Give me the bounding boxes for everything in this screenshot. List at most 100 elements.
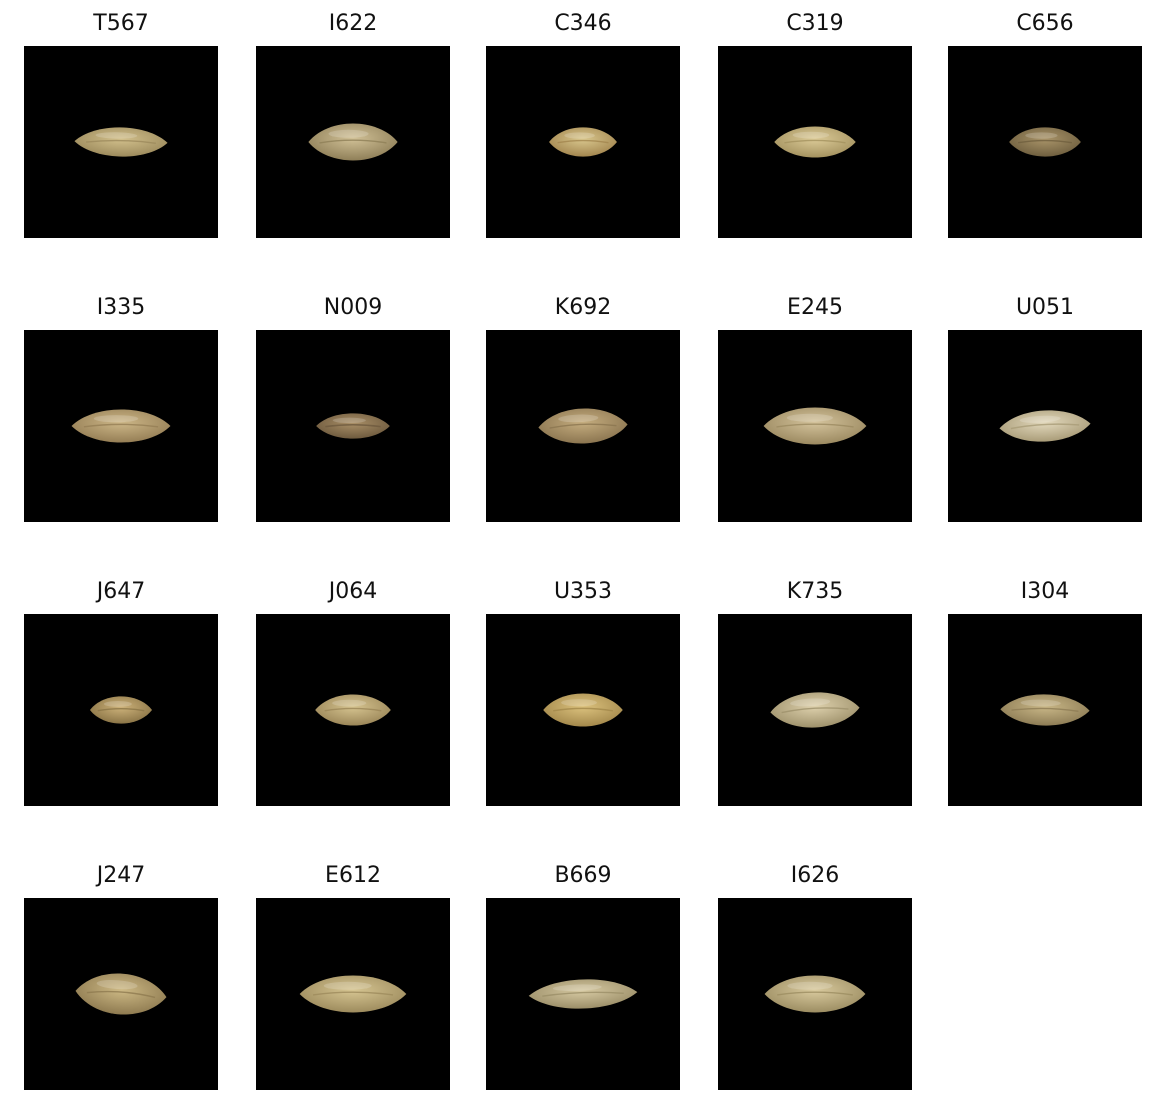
panel-title: K735 — [786, 579, 844, 604]
grain-image — [774, 126, 856, 158]
grain-crease — [1010, 423, 1080, 430]
grain-body — [74, 127, 168, 157]
grain-photo — [486, 330, 680, 522]
grain-photo — [24, 614, 218, 806]
grain-kernel — [75, 973, 167, 1015]
panel-title: E245 — [787, 295, 843, 320]
grain-highlight — [95, 132, 138, 139]
grain-kernel — [528, 979, 638, 1009]
panel-title: C656 — [1016, 11, 1074, 36]
grain-photo — [256, 614, 450, 806]
grain-body — [316, 413, 390, 439]
grain-photo — [256, 898, 450, 1090]
grain-kernel — [308, 123, 398, 161]
grain-highlight — [93, 415, 139, 423]
grain-body — [299, 975, 407, 1013]
grain-image — [316, 413, 390, 439]
grain-body — [71, 409, 171, 443]
grain-crease — [781, 707, 849, 714]
grain-kernel — [764, 975, 866, 1013]
panel-title: U353 — [553, 579, 613, 604]
grain-crease — [557, 139, 609, 144]
grain-image — [299, 975, 407, 1013]
panel-title: I626 — [790, 863, 840, 888]
grain-kernel — [763, 407, 867, 445]
grain-highlight — [552, 984, 602, 991]
grain-highlight — [96, 979, 138, 990]
panel-title: I622 — [328, 11, 378, 36]
grain-body — [1009, 127, 1081, 157]
grain-photo — [24, 46, 218, 238]
grain-image — [999, 410, 1091, 442]
grain-image — [770, 692, 860, 728]
grain-highlight — [792, 131, 830, 139]
grain-crease — [1017, 139, 1073, 144]
grain-body — [528, 979, 638, 1009]
grain-kernel — [543, 693, 623, 727]
grain-crease — [97, 707, 145, 712]
panel-title: U051 — [1015, 295, 1075, 320]
grain-kernel — [74, 127, 168, 157]
grain-kernel — [999, 410, 1091, 442]
grain-highlight — [1025, 132, 1058, 139]
grain-photo — [718, 898, 912, 1090]
grain-highlight — [1020, 699, 1061, 707]
grain-body — [549, 127, 617, 157]
grain-kernel — [549, 127, 617, 157]
grain-body — [308, 123, 398, 161]
grain-highlight — [564, 132, 595, 139]
grain-photo — [486, 614, 680, 806]
grain-body — [75, 973, 167, 1015]
grain-photo — [486, 46, 680, 238]
grain-kernel — [316, 413, 390, 439]
panel-title: B669 — [554, 863, 612, 888]
panel-title: T567 — [93, 11, 149, 36]
grain-highlight — [332, 417, 366, 424]
panel-title: J647 — [96, 579, 146, 604]
grain-crease — [542, 991, 624, 997]
grain-body — [764, 975, 866, 1013]
grain-photo — [24, 898, 218, 1090]
grain-kernel — [315, 694, 391, 726]
grain-highlight — [786, 413, 833, 422]
grain-image — [764, 975, 866, 1013]
grain-crease — [324, 707, 382, 712]
grain-crease — [549, 423, 617, 429]
grain-kernel — [299, 975, 407, 1013]
grain-photo — [486, 898, 680, 1090]
panel-title: J064 — [328, 579, 378, 604]
grain-crease — [553, 707, 613, 712]
grain-body — [89, 696, 153, 724]
grain-image — [75, 973, 167, 1015]
grain-image — [315, 694, 391, 726]
grain-body — [770, 692, 860, 728]
grain-crease — [319, 139, 387, 144]
panel-title: N009 — [323, 295, 383, 320]
panel-title: K692 — [554, 295, 612, 320]
grain-kernel — [1000, 694, 1090, 726]
panel-title: E612 — [325, 863, 381, 888]
grain-crease — [784, 139, 846, 144]
grain-kernel — [71, 409, 171, 443]
grain-image — [89, 696, 153, 724]
grain-crease — [777, 991, 853, 996]
grain-image — [74, 127, 168, 157]
grain-kernel — [538, 408, 628, 444]
grain-image — [538, 408, 628, 444]
grain-image — [1009, 127, 1081, 157]
grain-crease — [776, 423, 854, 428]
grain-photo — [256, 46, 450, 238]
grain-image — [528, 979, 638, 1009]
grain-kernel — [770, 692, 860, 728]
panel-title: I304 — [1020, 579, 1070, 604]
grain-photo — [718, 330, 912, 522]
panel-title: C346 — [554, 11, 612, 36]
panel-title: J247 — [96, 863, 146, 888]
grain-highlight — [787, 981, 833, 990]
grain-photo — [948, 46, 1142, 238]
grain-highlight — [332, 699, 367, 707]
grain-image — [549, 127, 617, 157]
grain-kernel — [1009, 127, 1081, 157]
grain-highlight — [561, 699, 597, 707]
grain-highlight — [328, 129, 369, 138]
